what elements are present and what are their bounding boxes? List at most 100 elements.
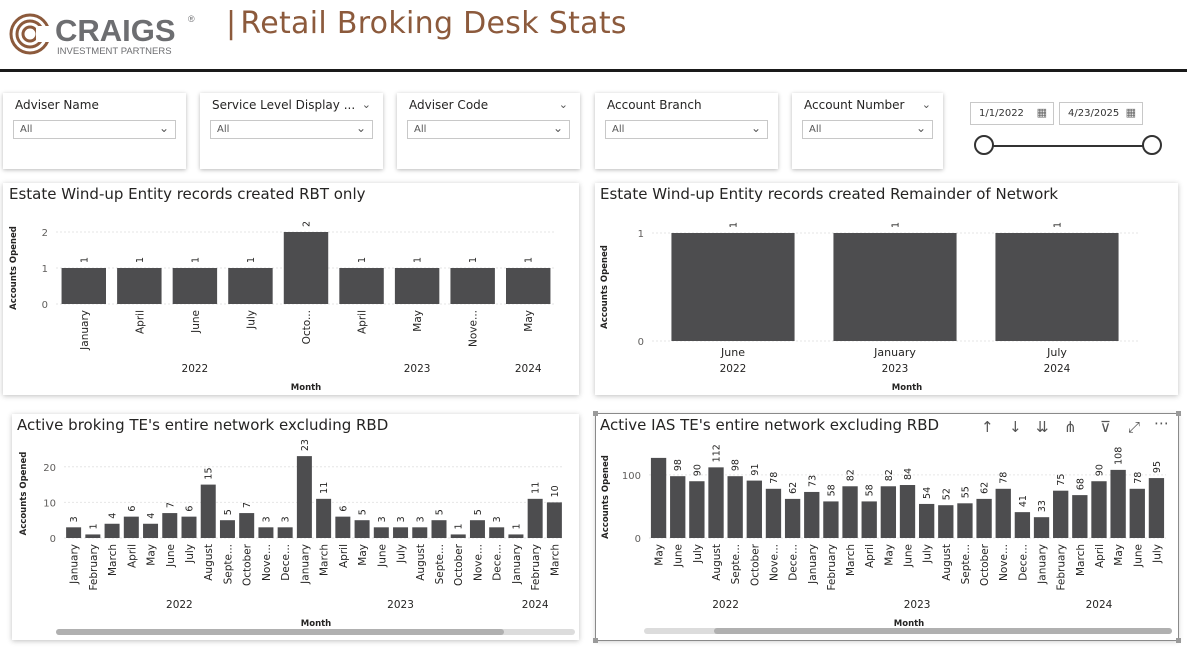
data-label: 98 (731, 459, 742, 471)
scrollbar-thumb[interactable] (714, 628, 1172, 634)
data-label: 1 (468, 257, 479, 263)
arrow-up-icon[interactable]: ↑ (981, 418, 994, 436)
chart-bar (258, 527, 274, 538)
chart-bar (1129, 488, 1145, 538)
start-date-input[interactable]: 1/1/2022 ▦ (970, 102, 1054, 125)
x-tick-label: February (88, 544, 100, 591)
year-label: 2022 (720, 363, 747, 375)
chart-bar (393, 527, 409, 538)
account-number-dropdown[interactable]: All ⌄ (802, 120, 933, 139)
horizontal-scrollbar[interactable] (56, 629, 575, 635)
chart-bar (394, 268, 440, 304)
x-tick-label: June (903, 544, 915, 568)
dropdown-value: All (20, 124, 33, 135)
arrow-down-icon[interactable]: ↓ (1009, 418, 1022, 436)
chart-bar (995, 233, 1119, 341)
data-label: 82 (884, 469, 895, 481)
data-label: 112 (712, 444, 723, 462)
calendar-icon[interactable]: ▦ (1125, 106, 1136, 119)
logo-registered-mark: ® (188, 14, 195, 24)
resize-handle[interactable] (1176, 411, 1181, 416)
resize-handle[interactable] (1176, 638, 1181, 643)
x-tick-label: Dece... (280, 544, 292, 581)
title-divider: | (226, 6, 237, 41)
account-branch-dropdown[interactable]: All ⌄ (605, 120, 768, 139)
slicer-account-number: Account Number ⌄ All ⌄ (792, 93, 943, 169)
logo-wordmark: CRAIGS (55, 13, 176, 48)
chevron-down-icon[interactable]: ⌄ (558, 98, 568, 111)
chart-bar (283, 232, 329, 304)
chart-bar (546, 502, 562, 538)
chart-rbt-svg: 0 1 2 Accounts Opened 1 January 1 April 1 June 1 Ju… (9, 221, 556, 393)
data-label: 1 (190, 257, 201, 263)
data-label: 108 (1114, 447, 1125, 465)
chart-panel-rbt: Estate Wind-up Entity records created RB… (3, 183, 579, 395)
slicer-label: Adviser Code (409, 98, 489, 112)
data-label: 58 (826, 484, 837, 496)
chart-bar (938, 505, 954, 538)
filter-icon[interactable]: ⊽ (1100, 418, 1111, 436)
chart-bar (219, 520, 235, 538)
double-arrow-down-icon[interactable]: ⇊ (1036, 418, 1049, 436)
chart-bar (339, 268, 384, 304)
x-tick-label: March (107, 544, 119, 576)
slicer-adviser-name: Adviser Name All ⌄ (3, 93, 186, 169)
year-label: 2022 (182, 363, 209, 375)
data-label: 6 (185, 506, 196, 512)
horizontal-scrollbar[interactable] (644, 628, 1172, 634)
chevron-down-icon[interactable]: ⌄ (361, 98, 371, 111)
x-tick-label: January (511, 544, 523, 585)
chart-bar (727, 476, 743, 538)
chart-bar (861, 501, 877, 538)
x-tick-label: August (941, 544, 953, 581)
chart-bar (689, 481, 705, 538)
x-tick-label: July (1151, 544, 1163, 564)
y-tick-label: 0 (50, 534, 56, 545)
x-tick-label: April (357, 310, 369, 334)
resize-handle[interactable] (593, 638, 598, 643)
data-label: 90 (1094, 464, 1105, 476)
chevron-down-icon: ⌄ (750, 121, 761, 135)
resize-handle[interactable] (593, 411, 598, 416)
calendar-icon[interactable]: ▦ (1036, 106, 1047, 119)
data-label: 75 (1056, 474, 1067, 486)
scrollbar-thumb[interactable] (56, 629, 504, 635)
data-label: 23 (300, 439, 311, 451)
y-axis-title: Accounts Opened (600, 245, 610, 329)
date-range-end-handle[interactable] (1142, 135, 1162, 155)
chart-bar (804, 491, 820, 538)
x-tick-label: June (165, 544, 177, 568)
expand-hierarchy-icon[interactable]: ⋔ (1064, 418, 1077, 436)
y-tick-label: 10 (43, 498, 56, 509)
chart-bar (1014, 512, 1031, 538)
focus-mode-icon[interactable]: ⤢ (1128, 418, 1141, 436)
chart-broking-svg: 0 10 20 Accounts Opened 3 January 1 February 4 Ma… (19, 439, 564, 629)
more-options-icon[interactable]: ⋯ (1154, 414, 1169, 432)
chevron-down-icon: ⌄ (355, 121, 366, 135)
end-date-input[interactable]: 4/23/2025 ▦ (1059, 102, 1143, 125)
x-tick-label: Dece... (1017, 544, 1029, 581)
logo-subtitle: INVESTMENT PARTNERS (57, 46, 172, 57)
date-range-start-handle[interactable] (974, 135, 994, 155)
dropdown-value: All (414, 124, 427, 135)
data-label: 91 (750, 464, 761, 476)
chart-title: Active IAS TE's entire network excluding… (600, 416, 940, 434)
chart-bar (880, 486, 897, 538)
slicer-service-level: Service Level Display ... ⌄ All ⌄ (200, 93, 383, 169)
chart-network-svg: 0 1 Accounts Opened 1 June 1 January 1 July 2022 2… (600, 222, 1138, 393)
data-label: 4 (146, 513, 157, 519)
service-level-dropdown[interactable]: All ⌄ (210, 120, 373, 139)
adviser-name-dropdown[interactable]: All ⌄ (13, 120, 176, 139)
data-label: 82 (846, 469, 857, 481)
data-label: 84 (903, 468, 914, 480)
adviser-code-dropdown[interactable]: All ⌄ (407, 120, 570, 139)
chart-panel-network: Estate Wind-up Entity records created Re… (595, 183, 1178, 395)
data-label: 3 (377, 516, 388, 522)
x-tick-label: October (242, 543, 254, 586)
data-label: 1 (891, 222, 902, 228)
chevron-down-icon[interactable]: ⌄ (921, 98, 931, 111)
craigs-logo: CRAIGS ® INVESTMENT PARTNERS (8, 8, 208, 60)
year-label: 2024 (1086, 599, 1113, 611)
x-tick-label: June (376, 544, 388, 568)
data-label: 78 (769, 472, 780, 484)
